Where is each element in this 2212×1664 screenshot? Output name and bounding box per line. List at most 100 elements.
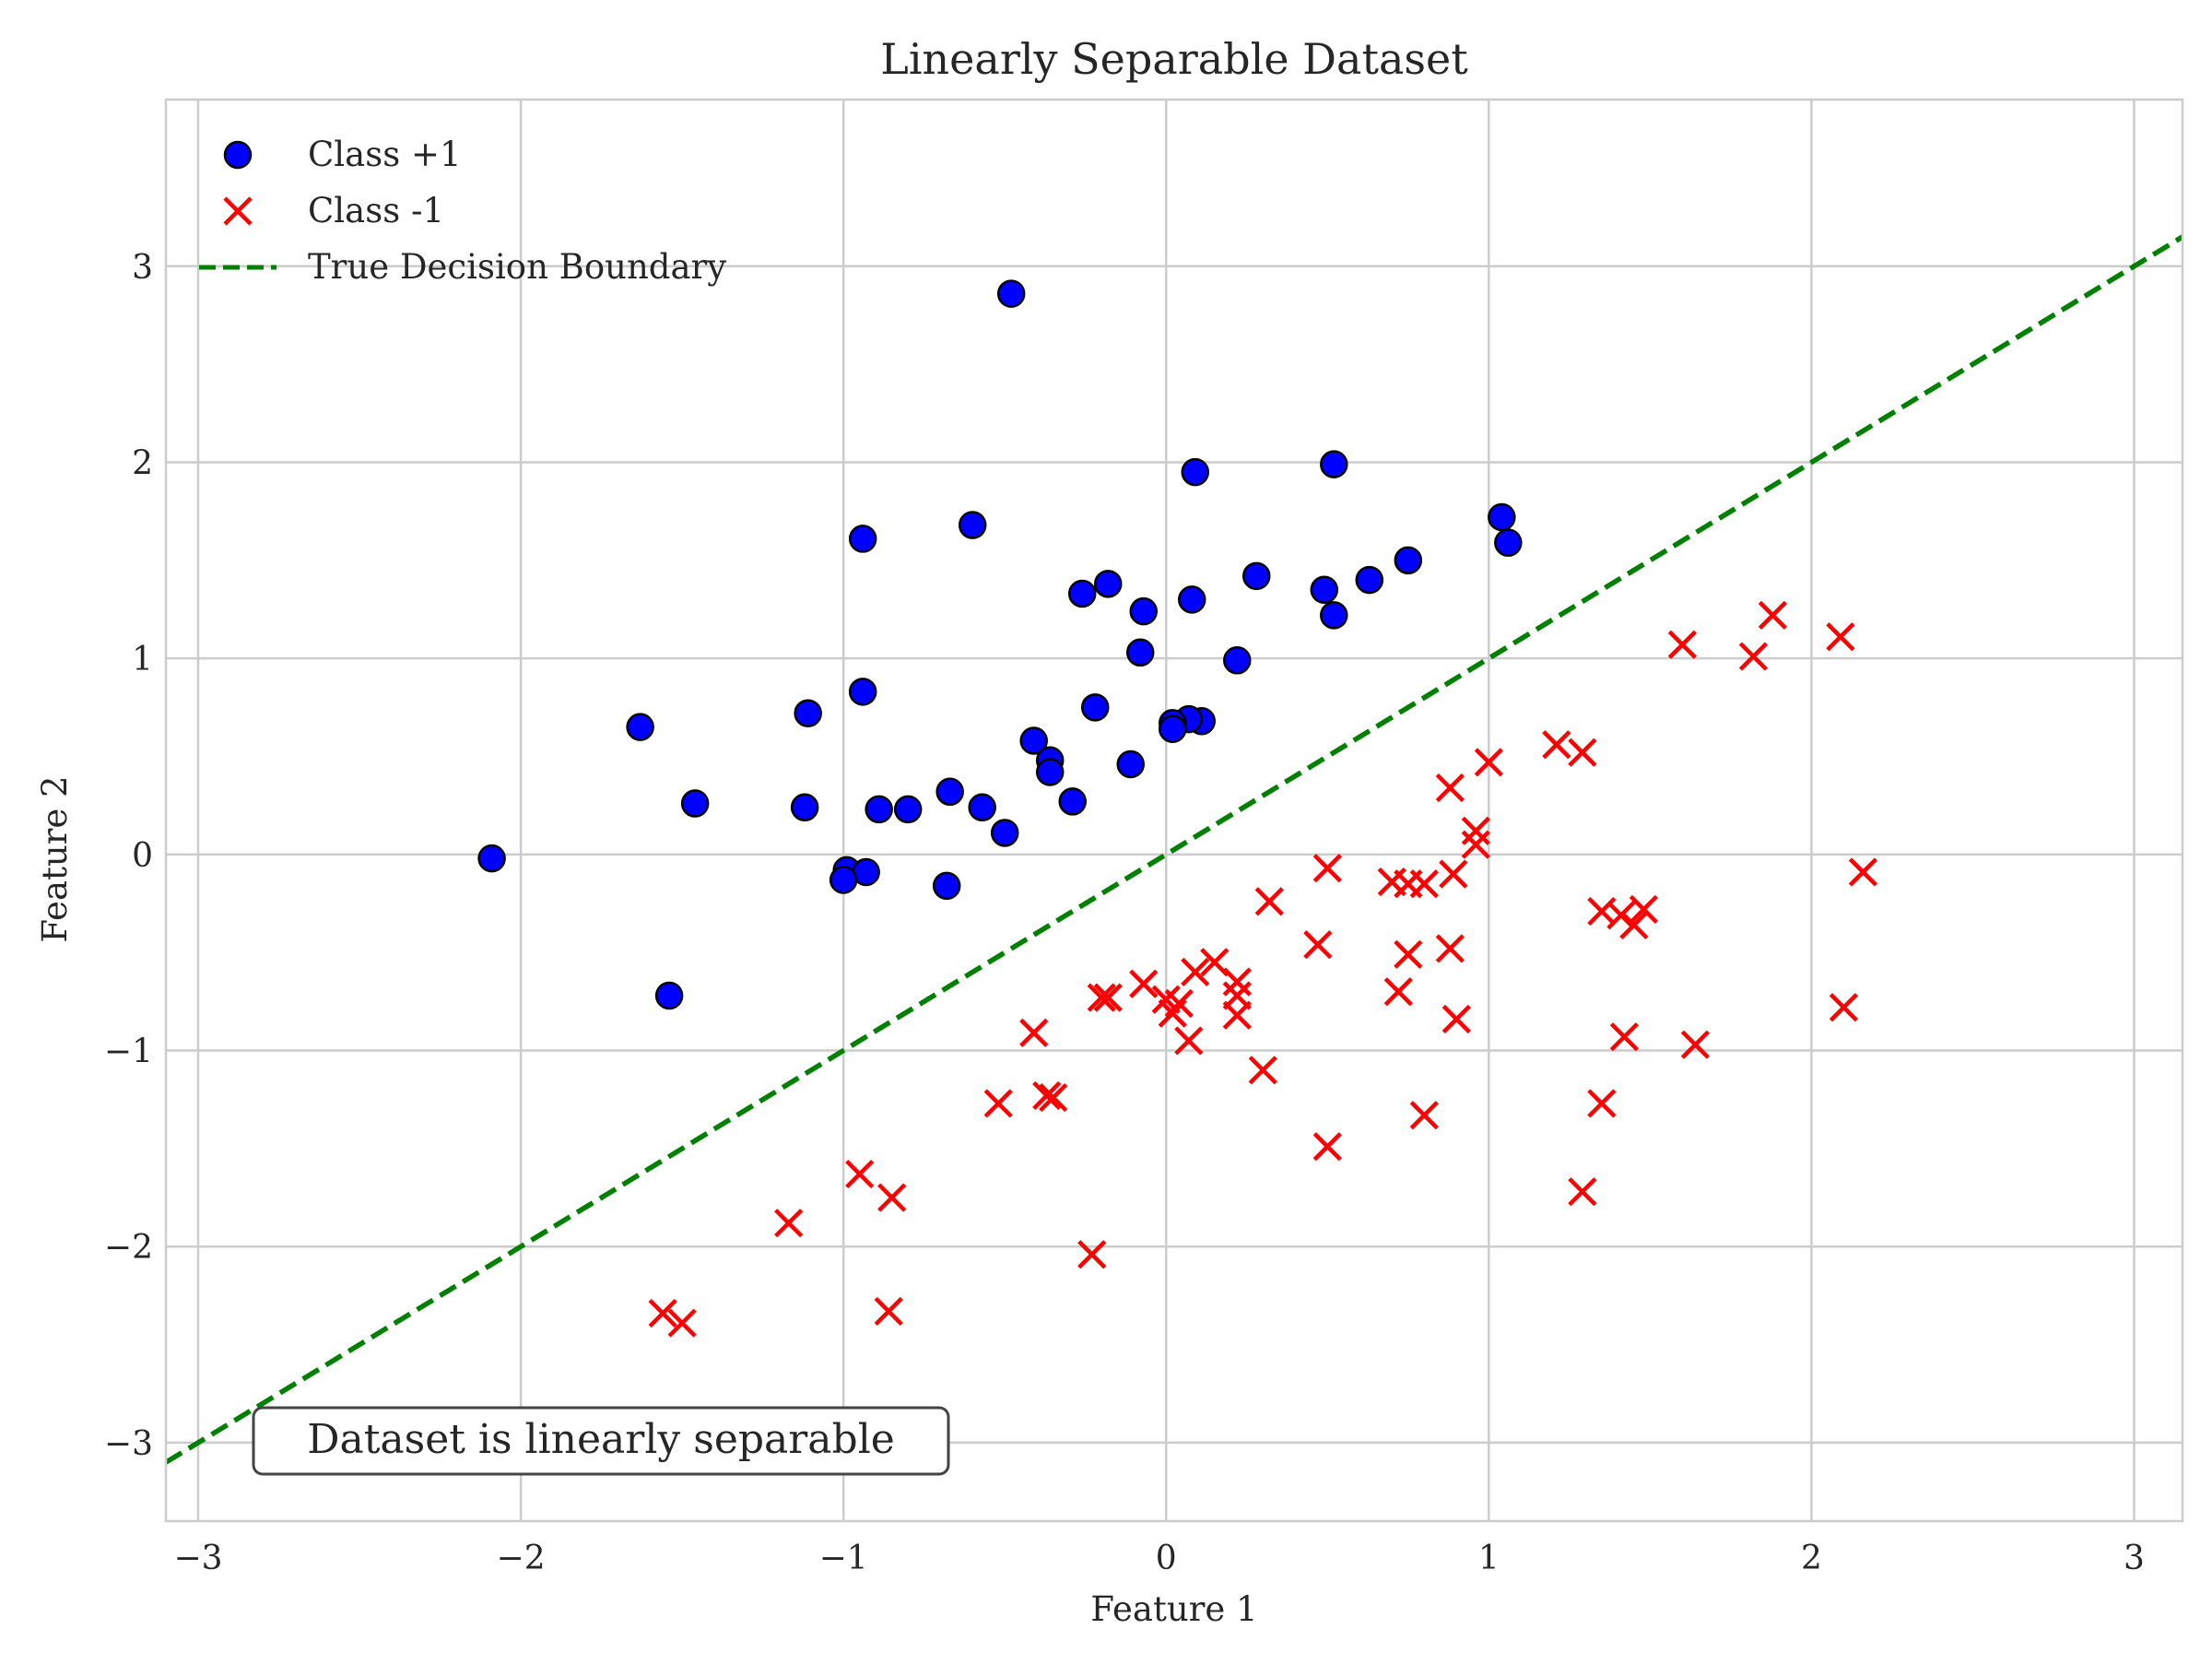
chart-title: Linearly Separable Dataset: [880, 34, 1468, 84]
annotation-frame: [252, 1406, 950, 1476]
class-plus-1-point: [1488, 502, 1516, 532]
y-tick-label: −3: [104, 1425, 153, 1463]
class-minus-1-point: [1087, 983, 1116, 1012]
class-plus-1-point: [893, 795, 923, 824]
class-plus-1-point: [1125, 638, 1155, 667]
class-plus-1-point: [1035, 758, 1065, 786]
class-minus-1-point: [1606, 901, 1636, 930]
class-minus-1-point: [1619, 910, 1649, 940]
class-plus-1-point: [1320, 450, 1348, 478]
class-minus-1-point: [1829, 993, 1859, 1022]
x-tick-label: −2: [497, 1540, 546, 1577]
class-plus-1-point: [829, 866, 858, 894]
legend-marker-circle: [223, 140, 253, 170]
legend: Class +1 Class -1 True Decision Boundary: [199, 135, 726, 287]
legend-label-class-minus-1: Class -1: [308, 191, 444, 230]
class-minus-1-point: [983, 1089, 1013, 1118]
class-minus-1-point: [1129, 969, 1159, 998]
class-plus-1-point: [1242, 561, 1271, 591]
class-minus-1-point: [1248, 1056, 1277, 1085]
legend-label-decision-boundary: True Decision Boundary: [308, 247, 726, 287]
tick-labels: −3 −2 −1 0 1 2 3 −3 −2 −1 0 1 2 3: [104, 249, 2145, 1577]
class-minus-1-point: [1312, 1132, 1342, 1162]
class-minus-1-point: [1461, 830, 1490, 859]
class-minus-1-point: [648, 1298, 677, 1328]
class-plus-1-point: [1178, 585, 1206, 614]
y-tick-label: 1: [132, 641, 153, 679]
class-minus-1-point: [1409, 869, 1439, 899]
x-tick-label: 1: [1478, 1540, 1500, 1577]
class-minus-1-point: [1474, 748, 1503, 777]
class-plus-1-point: [790, 793, 819, 822]
class-minus-1-point: [1542, 730, 1571, 760]
class-minus-1-point: [874, 1296, 903, 1327]
class-minus-1-point: [1667, 630, 1697, 659]
class-minus-1-point: [1383, 977, 1413, 1007]
class-minus-1-point: [1158, 998, 1187, 1028]
class-minus-1-point: [1439, 859, 1468, 889]
class-plus-1-point: [1310, 575, 1339, 604]
class-plus-1-point: [1129, 596, 1158, 626]
plot-frame: [164, 98, 2184, 1523]
class-minus-1-point: [1181, 957, 1210, 987]
class-minus-1-point: [1441, 1004, 1471, 1034]
class-minus-1-point: [1039, 1082, 1068, 1113]
class-minus-1-point: [1826, 622, 1855, 652]
annotation-box: Dataset is linearly separable: [252, 1406, 950, 1476]
y-axis-label: Feature 2: [35, 775, 75, 942]
class-minus-1-point: [1680, 1030, 1710, 1059]
class-minus-1-point: [1435, 934, 1465, 963]
class-plus-1-point: [848, 678, 877, 706]
class-minus-1-point: [845, 1159, 875, 1189]
class-plus-1-point: [1019, 726, 1048, 755]
class-minus-1-point: [877, 1183, 907, 1212]
y-tick-label: −1: [104, 1033, 153, 1071]
class-minus-1-point: [1587, 1089, 1617, 1118]
class-minus-1-point: [1629, 894, 1658, 925]
y-tick-label: −2: [104, 1229, 153, 1267]
class-plus-1-point: [626, 713, 654, 741]
class-minus-1-point: [1568, 1177, 1597, 1207]
class-plus-1-point: [1067, 579, 1097, 608]
class-plus-1-point: [1058, 787, 1087, 816]
class-plus-1-point: [935, 777, 964, 807]
class-minus-1-point: [1394, 939, 1423, 969]
class-plus-1-point: [996, 279, 1026, 308]
class-minus-1-point: [1758, 600, 1787, 630]
class-plus-1-point: [1394, 546, 1423, 575]
class-minus-1-point: [1077, 1240, 1107, 1269]
class-minus-1-point: [1019, 1018, 1049, 1047]
class-minus-1-point: [1568, 738, 1597, 767]
class-plus-1-point: [1080, 693, 1110, 722]
class-minus-1-point: [1312, 854, 1342, 883]
class-minus-1-point: [1848, 857, 1878, 887]
class-minus-1-point: [1609, 1022, 1639, 1052]
legend-entry-decision-boundary: True Decision Boundary: [199, 247, 726, 287]
class-plus-1-point: [1116, 749, 1145, 779]
x-tick-label: −1: [819, 1540, 868, 1577]
y-tick-label: 2: [132, 444, 153, 482]
class-plus-1-point: [848, 525, 877, 553]
class-plus-1-point: [1494, 528, 1523, 557]
class-minus-1-point: [1032, 1080, 1062, 1111]
class-plus-1-point: [865, 795, 893, 824]
class-plus-1-point: [1223, 646, 1252, 675]
class-plus-1-point: [990, 819, 1019, 847]
data-layer: [166, 234, 2183, 1465]
x-axis-label: Feature 1: [1090, 1589, 1257, 1629]
class-plus-1-point: [968, 793, 996, 822]
class-plus-1-point: [932, 871, 961, 901]
class-plus-1-point: [1320, 601, 1348, 630]
class-plus-1-point: [1355, 565, 1384, 595]
class-minus-1-point: [1738, 642, 1768, 671]
class-plus-1-point: [654, 981, 684, 1010]
class-minus-1-point: [1093, 983, 1123, 1012]
x-tick-label: 0: [1156, 1540, 1177, 1577]
legend-marker-x: [223, 196, 253, 226]
legend-label-class-plus-1: Class +1: [308, 135, 461, 174]
legend-entry-class-minus-1: Class -1: [223, 191, 444, 230]
class-plus-1-point: [958, 511, 987, 539]
class-minus-1-point: [1174, 1026, 1204, 1056]
